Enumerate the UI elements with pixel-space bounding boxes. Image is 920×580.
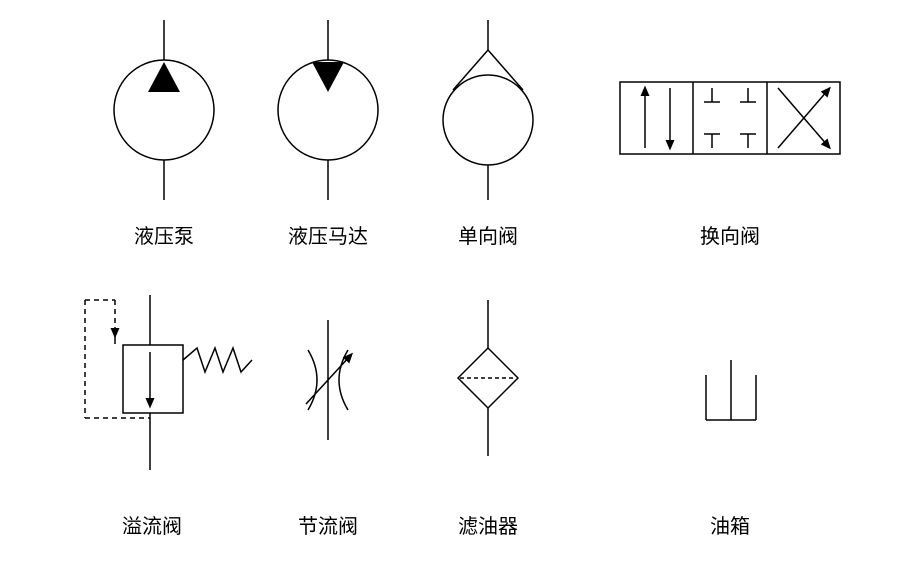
- filter-label: 滤油器: [458, 510, 518, 539]
- hydraulic-motor-label: 液压马达: [288, 220, 368, 249]
- tank-symbol: [706, 360, 756, 420]
- throttle-valve-label: 节流阀: [298, 510, 358, 539]
- hydraulic-symbols-diagram: [0, 0, 920, 580]
- hydraulic-motor-symbol: [278, 20, 378, 200]
- check-valve-symbol: [443, 20, 533, 200]
- relief-valve-symbol: [85, 295, 252, 470]
- hydraulic-pump-symbol: [114, 20, 214, 200]
- tank-label: 油箱: [710, 510, 750, 539]
- directional-valve-label: 换向阀: [700, 220, 760, 249]
- relief-valve-label: 溢流阀: [122, 510, 182, 539]
- filter-symbol: [458, 300, 518, 456]
- hydraulic-pump-label: 液压泵: [134, 220, 194, 249]
- check-valve-label: 单向阀: [458, 220, 518, 249]
- directional-valve-symbol: [620, 82, 840, 154]
- throttle-valve-symbol: [306, 320, 350, 440]
